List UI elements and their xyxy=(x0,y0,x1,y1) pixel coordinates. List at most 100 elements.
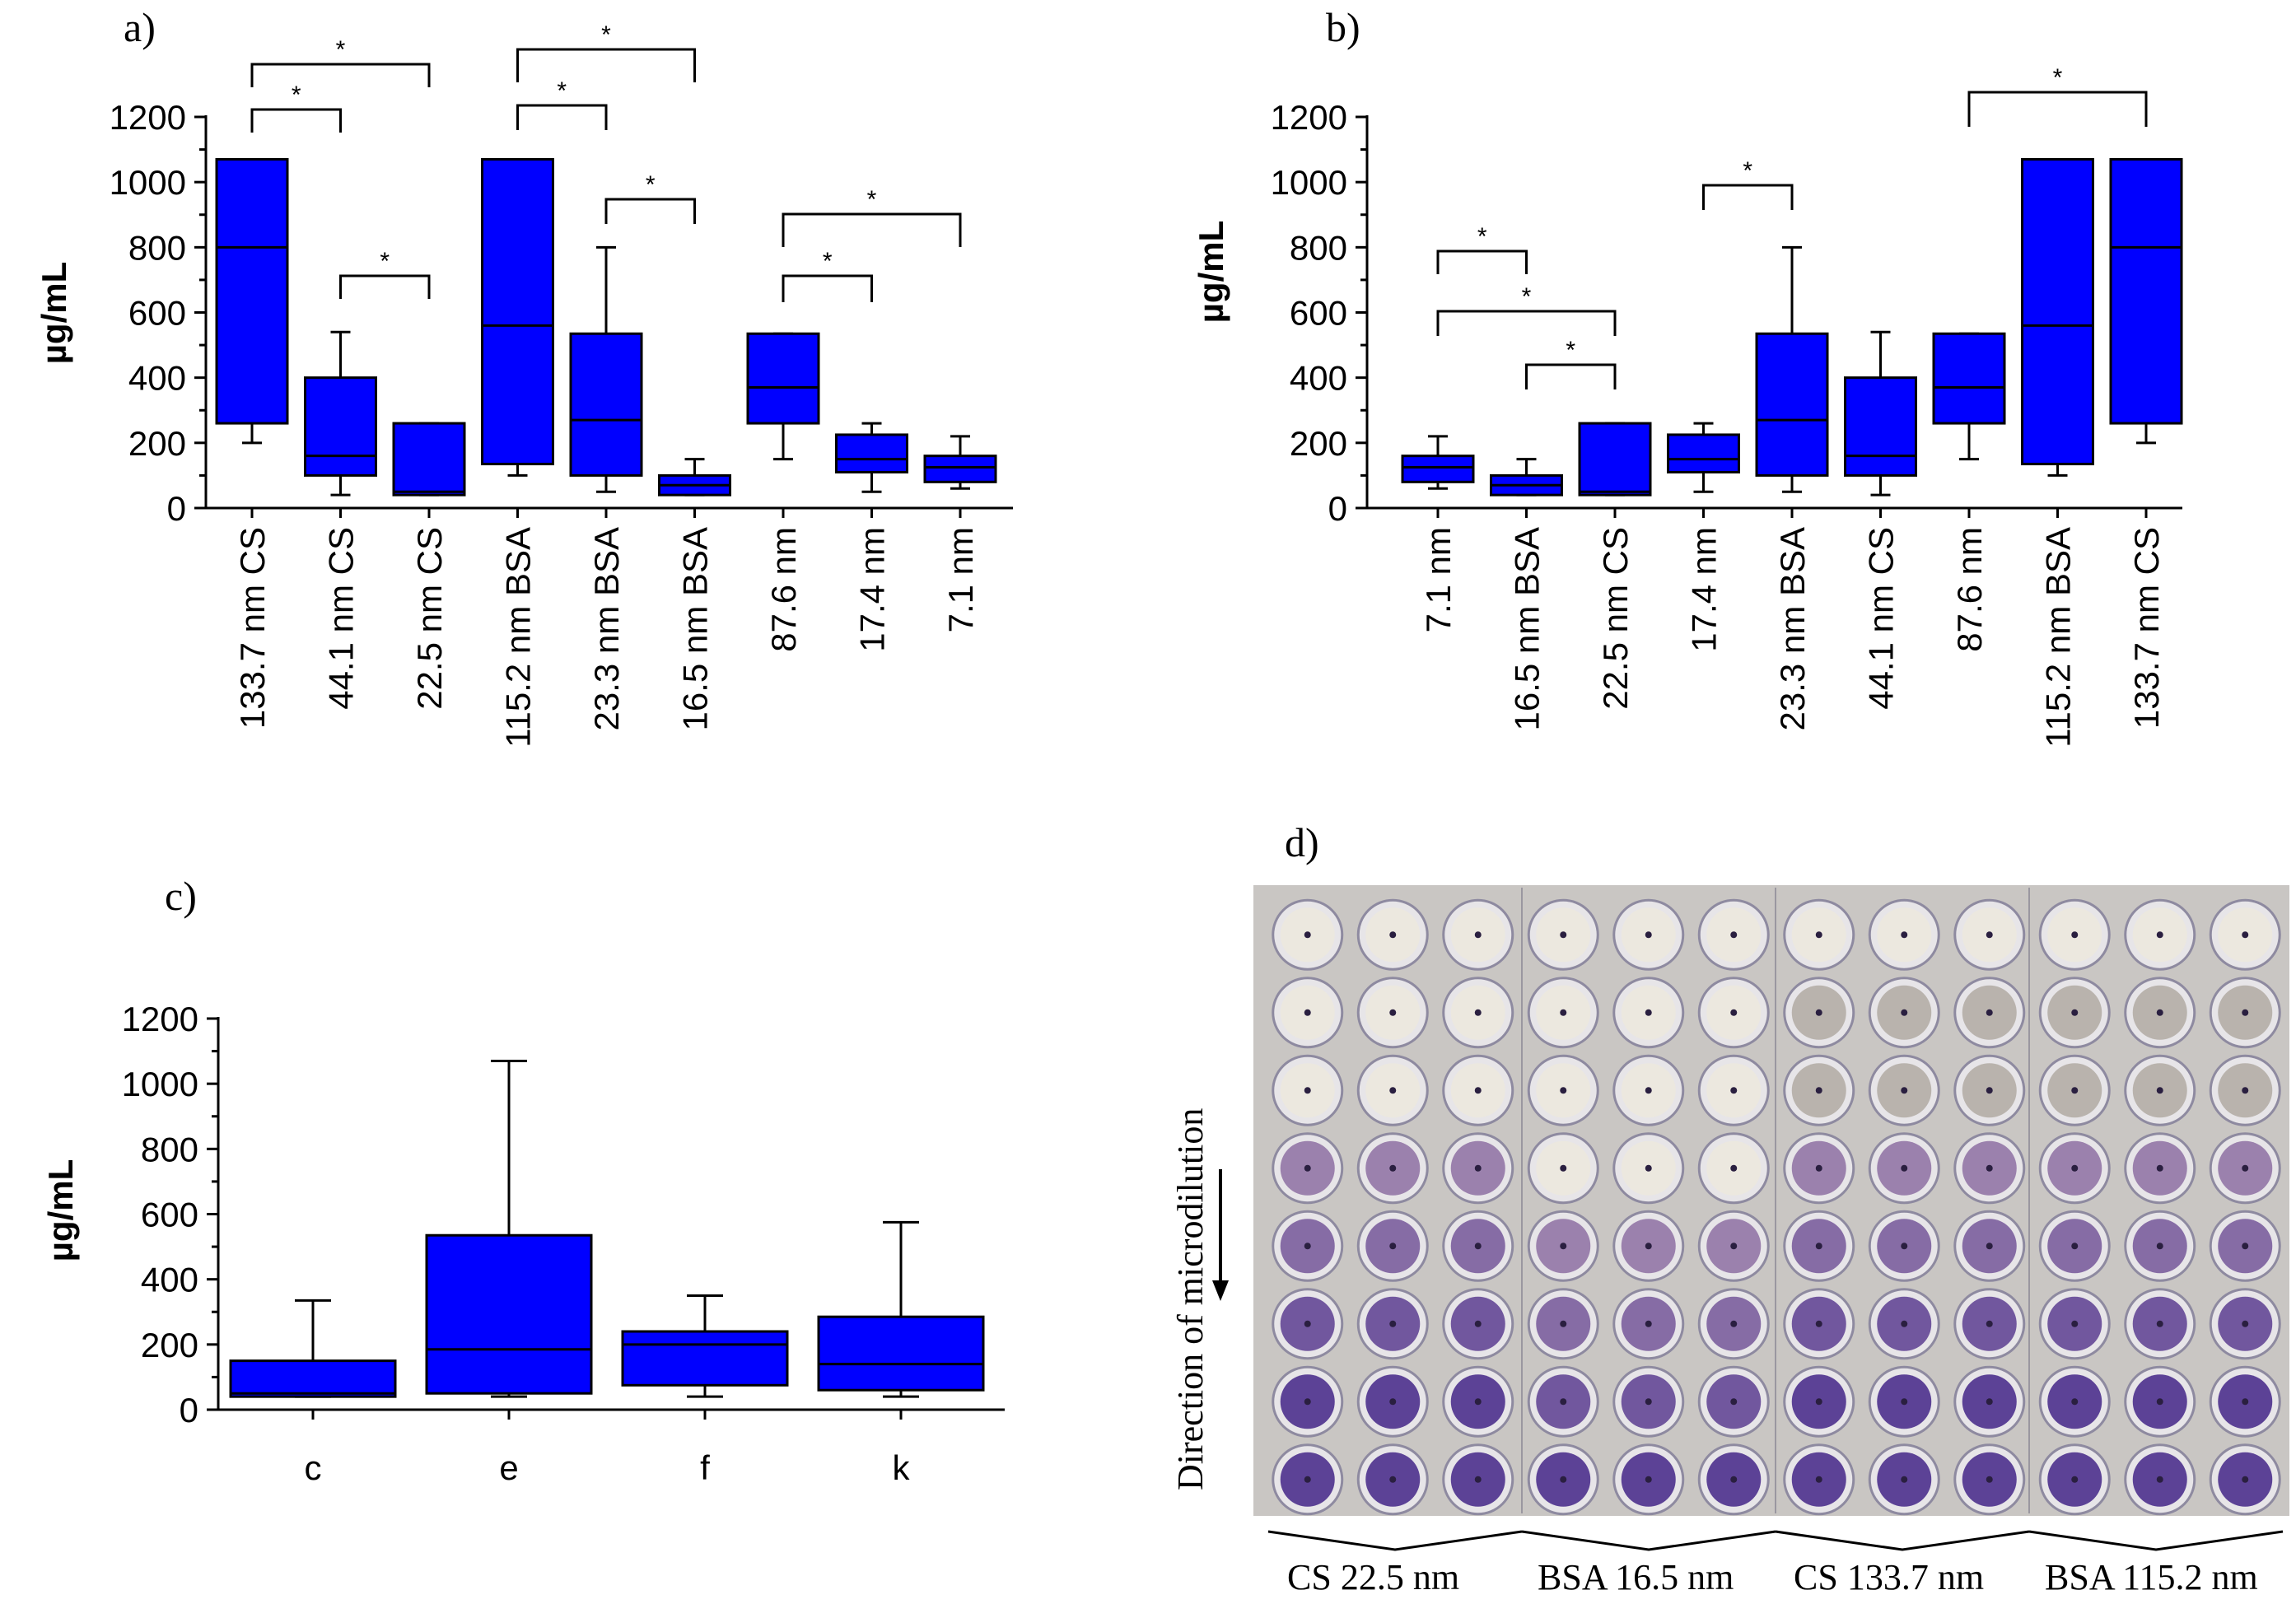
plate-well-center xyxy=(2242,931,2249,939)
box xyxy=(746,332,820,425)
group-brackets xyxy=(1267,1530,2284,1551)
box-plot-8 xyxy=(2021,157,2094,477)
x-tick-label: 87.6 nm xyxy=(764,527,803,652)
plate-well-center xyxy=(1389,1476,1397,1483)
plate-well-center xyxy=(1730,931,1738,939)
box-plot-4 xyxy=(481,157,554,477)
y-tick-label: 600 xyxy=(141,1196,198,1234)
significance-asterisk: * xyxy=(1566,337,1575,364)
significance-bracket xyxy=(250,108,342,133)
significance-bracket xyxy=(516,104,608,130)
box xyxy=(621,1330,789,1387)
y-tick-label: 0 xyxy=(180,1391,198,1429)
significance-bracket xyxy=(250,63,431,87)
panel-c-chart: c) µg/mL 0 200 400 600 800 1000 1200 c e f k xyxy=(41,873,1005,1487)
plate-well-center xyxy=(2071,931,2079,939)
significance-asterisk: * xyxy=(1522,283,1532,310)
box-plot-1 xyxy=(215,157,289,445)
x-tick-label: f xyxy=(700,1448,710,1487)
plate-well-center xyxy=(2156,1320,2163,1327)
x-tick-label: c xyxy=(305,1448,322,1487)
plate-well-center xyxy=(1986,1320,1993,1327)
plate-well-center xyxy=(1560,1164,1567,1172)
panel-label: a) xyxy=(124,4,156,50)
plate-well-center xyxy=(1389,1320,1397,1327)
plate-well-center xyxy=(1730,1087,1738,1094)
plate-well-center xyxy=(1389,1243,1397,1250)
plate-wells xyxy=(1272,888,2281,1516)
plate-well-center xyxy=(1560,1087,1567,1094)
panel-label: b) xyxy=(1326,4,1360,50)
plate-well-center xyxy=(2071,1009,2079,1016)
plate-well-center xyxy=(2071,1164,2079,1172)
group-label-cs-22-5: CS 22.5 nm xyxy=(1287,1557,1459,1597)
plate-well-center xyxy=(1986,1009,1993,1016)
plate-well-center xyxy=(1815,1087,1822,1094)
plate-well-center xyxy=(1474,1087,1482,1094)
significance-bracket xyxy=(782,274,873,302)
plate-well-center xyxy=(1304,1476,1311,1483)
plate-well-center xyxy=(1901,931,1908,939)
y-tick-label: 200 xyxy=(1290,424,1347,463)
plate-well-center xyxy=(1815,1009,1822,1016)
plate-well-center xyxy=(1901,1009,1908,1016)
plate-well-center xyxy=(1304,931,1311,939)
plate-well-center xyxy=(1815,1164,1822,1172)
plate-well-center xyxy=(1560,931,1567,939)
x-tick-label: e xyxy=(499,1448,518,1487)
y-tick-label: 600 xyxy=(1290,294,1347,333)
y-tick-label: 1200 xyxy=(122,1000,198,1038)
y-tick-label: 600 xyxy=(128,294,186,333)
box-plot-3 xyxy=(1578,422,1652,497)
plate-well-center xyxy=(1986,1476,1993,1483)
y-tick-label: 200 xyxy=(141,1326,198,1364)
plate-well-center xyxy=(2242,1009,2249,1016)
box-plot-3 xyxy=(392,422,466,497)
y-axis-label: µg/mL xyxy=(41,1159,80,1262)
x-tick-label: 115.2 nm BSA xyxy=(499,527,538,748)
x-tick-label: 115.2 nm BSA xyxy=(2039,527,2078,748)
plate-well-center xyxy=(1730,1009,1738,1016)
direction-text: Direction of microdilution xyxy=(1170,1108,1211,1490)
significance-asterisk: * xyxy=(380,248,390,275)
significance-bracket xyxy=(1525,363,1617,389)
plate-well-center xyxy=(2242,1398,2249,1406)
x-tick-label: 23.3 nm BSA xyxy=(1773,527,1812,730)
box xyxy=(481,157,554,466)
box-plot-2 xyxy=(1490,458,1563,497)
significance-asterisk: * xyxy=(336,36,346,63)
y-tick-label: 200 xyxy=(128,424,186,463)
x-tick-label: k xyxy=(893,1448,911,1487)
box xyxy=(1667,433,1740,473)
plate-well-center xyxy=(1389,931,1397,939)
plate-well-center xyxy=(1986,931,1993,939)
plate-well-center xyxy=(1304,1320,1311,1327)
y-tick-label: 400 xyxy=(128,359,186,398)
plate-well-center xyxy=(1901,1164,1908,1172)
plate-well-center xyxy=(1901,1243,1908,1250)
panel-a-chart: a) µg/mL 0 200 400 600 800 1000 1200 133.7 nm CS 4… xyxy=(35,4,1013,748)
panel-b-chart: b) µg/mL 0 200 400 600 800 1000 1200 7.1 nm 16.5 n… xyxy=(1192,4,2183,748)
panel-label: c) xyxy=(165,873,197,919)
box xyxy=(304,376,377,477)
y-axis-label: µg/mL xyxy=(1192,221,1230,324)
box-plot-1 xyxy=(1401,435,1475,490)
plate-well-center xyxy=(1474,1243,1482,1250)
box xyxy=(425,1233,593,1395)
plate-well-center xyxy=(1474,1476,1482,1483)
x-tick-label: 44.1 nm CS xyxy=(1862,527,1901,710)
x-tick-label: 22.5 nm CS xyxy=(1596,527,1635,710)
plate-well-center xyxy=(1986,1398,1993,1406)
y-tick-label: 1000 xyxy=(110,163,186,202)
plate-well-center xyxy=(2242,1476,2249,1483)
plate-well-center xyxy=(1730,1164,1738,1172)
significance-asterisk: * xyxy=(601,21,611,49)
box-plot-2 xyxy=(425,1059,593,1398)
x-tick-label: 17.4 nm xyxy=(853,527,892,652)
plate-well-center xyxy=(1986,1164,1993,1172)
y-tick-label: 1200 xyxy=(110,98,186,137)
plate-well-center xyxy=(1645,931,1652,939)
significance-asterisk: * xyxy=(2053,64,2063,91)
significance-asterisk: * xyxy=(1743,157,1752,184)
x-tick-label: 22.5 nm CS xyxy=(410,527,449,710)
